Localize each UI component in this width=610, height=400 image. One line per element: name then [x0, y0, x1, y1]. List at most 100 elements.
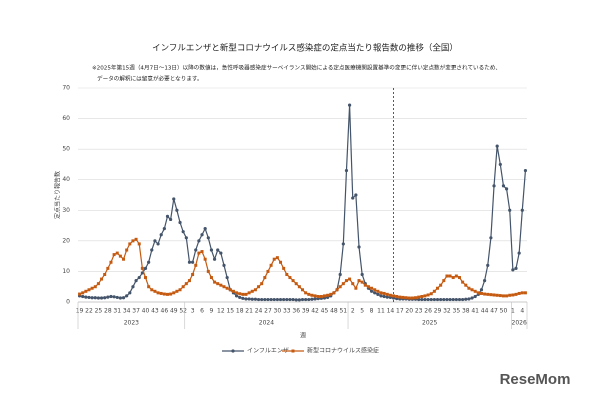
legend-marker — [291, 349, 295, 353]
x-tick-label: 29 — [434, 308, 442, 315]
x-tick-label: 14 — [387, 308, 395, 315]
data-point — [354, 286, 358, 290]
data-point — [511, 268, 515, 272]
y-tick-label: 60 — [62, 115, 70, 122]
data-point — [106, 295, 110, 299]
data-point — [134, 279, 138, 283]
data-point — [84, 295, 88, 299]
x-tick-label: 15 — [226, 308, 234, 315]
data-point — [191, 272, 195, 276]
data-point — [363, 283, 367, 287]
data-point — [187, 279, 191, 283]
data-point — [169, 292, 173, 296]
data-point — [169, 217, 173, 222]
data-point — [184, 282, 188, 286]
x-tick-label: 2 — [351, 308, 355, 315]
data-point — [489, 293, 493, 297]
x-tick-label: 40 — [142, 308, 150, 315]
y-tick-label: 0 — [66, 299, 70, 306]
data-point — [250, 289, 254, 293]
data-point — [382, 294, 386, 299]
y-tick-label: 20 — [62, 237, 70, 244]
data-point — [78, 292, 82, 296]
data-point — [200, 250, 204, 254]
data-point — [187, 260, 192, 264]
data-point — [514, 266, 518, 270]
data-point — [103, 272, 107, 276]
data-point — [398, 295, 402, 299]
data-point — [234, 294, 239, 298]
data-point — [319, 294, 323, 298]
data-point — [206, 269, 210, 273]
note: ※2025年第15週（4月7日～13日）以降の数値は，急性呼吸器感染症サーベイラ… — [92, 64, 501, 72]
data-point — [370, 286, 374, 290]
x-tick-label: 26 — [424, 308, 432, 315]
x-tick-label: 1 — [511, 308, 515, 315]
data-point — [209, 276, 213, 280]
data-point — [470, 288, 474, 292]
data-point — [212, 257, 217, 261]
data-point — [275, 297, 279, 302]
data-point — [118, 254, 122, 258]
data-point — [121, 296, 126, 300]
x-tick-label: 3 — [191, 308, 195, 315]
x-tick-label: 20 — [405, 308, 413, 315]
data-point — [172, 197, 176, 201]
data-point — [467, 297, 471, 301]
data-point — [376, 292, 380, 296]
data-point — [448, 274, 452, 278]
data-point — [225, 275, 229, 280]
data-point — [216, 248, 220, 252]
data-point — [125, 294, 129, 298]
x-tick-label: 47 — [490, 308, 498, 315]
data-point — [81, 294, 85, 299]
data-point — [504, 187, 509, 191]
data-point — [432, 297, 436, 302]
data-point — [388, 293, 392, 297]
data-point — [495, 144, 499, 148]
data-point — [420, 297, 424, 302]
data-point — [517, 251, 521, 255]
data-point — [263, 276, 267, 280]
data-point — [307, 292, 311, 296]
data-point — [297, 298, 301, 302]
data-point — [285, 297, 289, 302]
x-tick-label: 32 — [443, 308, 451, 315]
data-point — [159, 291, 163, 295]
data-point — [304, 291, 308, 295]
data-point — [178, 288, 182, 292]
data-point — [322, 294, 326, 298]
data-point — [282, 297, 286, 302]
x-tick-label: 5 — [360, 308, 364, 315]
data-point — [426, 293, 430, 297]
data-point — [244, 297, 248, 301]
data-point — [379, 291, 383, 295]
data-point — [445, 274, 449, 278]
y-axis-label: 定点当たり報告数 — [54, 171, 62, 219]
data-point — [137, 242, 141, 246]
x-axis-label: 週 — [300, 332, 306, 340]
data-point — [373, 288, 377, 292]
x-tick-label: 12 — [217, 308, 225, 315]
legend-label: 新型コロナウイルス感染症 — [307, 347, 379, 355]
data-point — [263, 297, 267, 302]
x-tick-label: 24 — [255, 308, 263, 315]
data-point — [103, 296, 107, 300]
data-point — [294, 298, 298, 302]
data-point — [341, 282, 345, 286]
data-point — [175, 208, 179, 212]
data-point — [347, 103, 352, 107]
data-point — [414, 296, 418, 300]
data-point — [184, 236, 188, 240]
x-tick-label: 25 — [95, 308, 103, 315]
data-point — [144, 276, 148, 280]
data-point — [279, 260, 283, 264]
data-point — [467, 286, 471, 290]
data-point — [191, 260, 195, 264]
year-label: 2025 — [422, 320, 437, 327]
data-point — [112, 295, 116, 299]
year-label: 2023 — [124, 320, 139, 327]
data-point — [360, 280, 364, 284]
data-point — [84, 289, 88, 293]
year-label: 2024 — [259, 320, 274, 327]
